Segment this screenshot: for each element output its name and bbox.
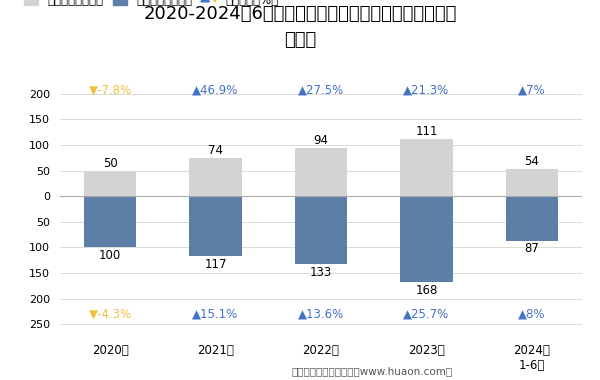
Legend: 出口额（亿美元）, 进口额（亿美元）, 同比增长（%）: 出口额（亿美元）, 进口额（亿美元）, 同比增长（%） — [24, 0, 279, 7]
Text: 133: 133 — [310, 266, 332, 279]
Bar — [84, 196, 136, 247]
Text: 74: 74 — [208, 144, 223, 157]
Text: ▲13.6%: ▲13.6% — [298, 307, 344, 321]
Bar — [400, 139, 453, 196]
Text: ▲46.9%: ▲46.9% — [193, 83, 239, 97]
Bar — [295, 148, 347, 196]
Text: 制图：华经产业研究院（www.huaon.com）: 制图：华经产业研究院（www.huaon.com） — [292, 366, 452, 376]
Text: ▲7%: ▲7% — [518, 83, 546, 97]
Bar — [506, 169, 558, 196]
Bar — [189, 196, 242, 256]
Text: 168: 168 — [415, 284, 437, 297]
Text: ▼-4.3%: ▼-4.3% — [89, 307, 131, 321]
Text: 87: 87 — [524, 242, 539, 255]
Bar — [295, 196, 347, 264]
Bar — [506, 196, 558, 241]
Bar — [400, 196, 453, 282]
Text: 111: 111 — [415, 125, 438, 138]
Text: ▲8%: ▲8% — [518, 307, 545, 321]
Text: 54: 54 — [524, 155, 539, 168]
Text: ▲25.7%: ▲25.7% — [403, 307, 449, 321]
Text: 117: 117 — [204, 258, 227, 271]
Bar — [84, 171, 136, 196]
Text: 94: 94 — [314, 134, 329, 147]
Text: ▲21.3%: ▲21.3% — [403, 83, 449, 97]
Text: 出口额: 出口额 — [284, 32, 316, 49]
Text: 2020-2024年6月内蒙古自治区商品收发货人所在地进、: 2020-2024年6月内蒙古自治区商品收发货人所在地进、 — [143, 5, 457, 23]
Text: ▲15.1%: ▲15.1% — [193, 307, 239, 321]
Text: 50: 50 — [103, 157, 118, 169]
Text: ▲27.5%: ▲27.5% — [298, 83, 344, 97]
Text: 100: 100 — [99, 249, 121, 262]
Text: ▼-7.8%: ▼-7.8% — [89, 83, 131, 97]
Bar — [189, 158, 242, 196]
